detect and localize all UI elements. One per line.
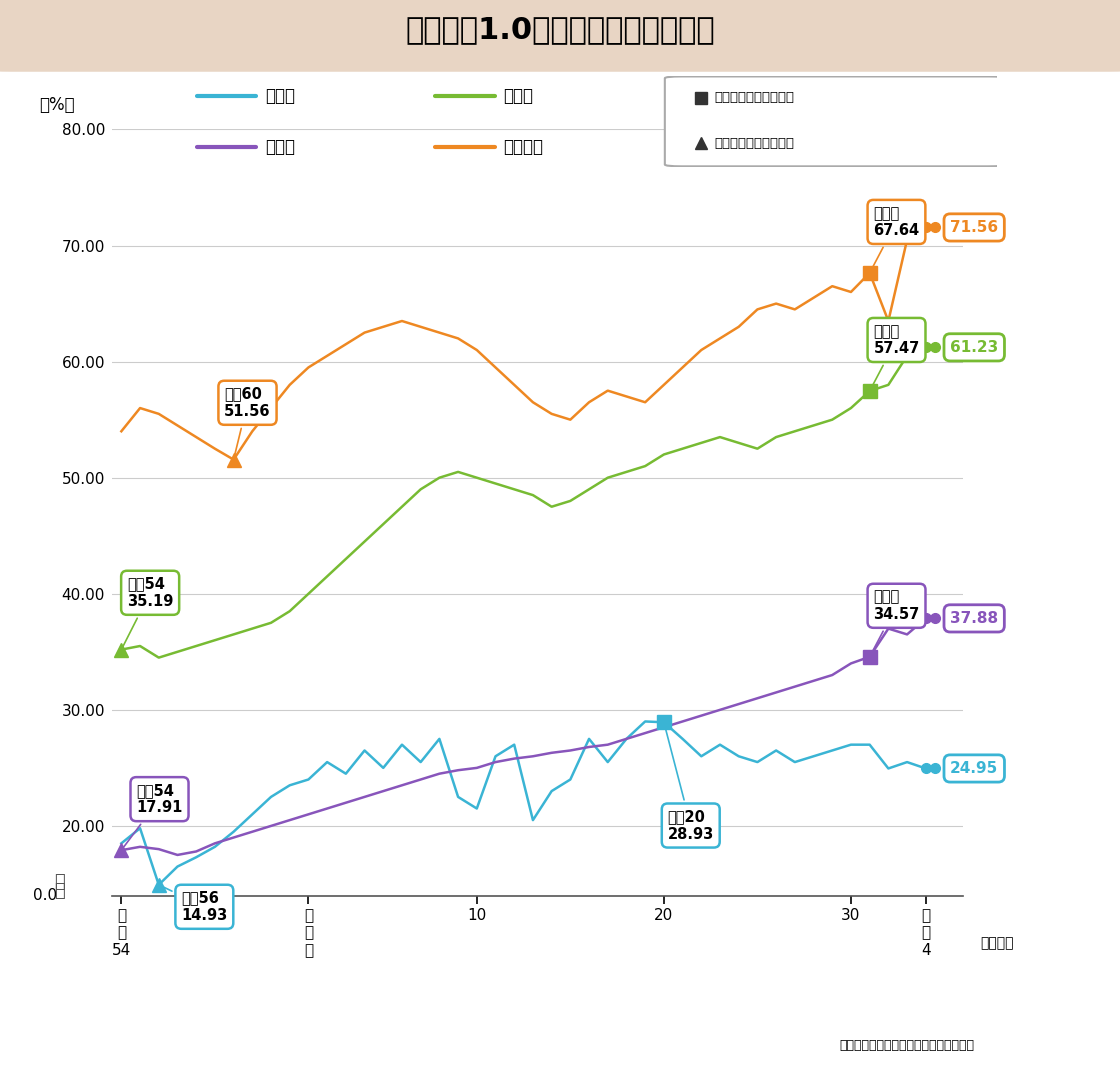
Text: 昭和56
14.93: 昭和56 14.93 [161,886,227,923]
Text: 小学校: 小学校 [264,138,295,156]
Text: （年度）: （年度） [980,937,1014,951]
Text: 令和元
34.57: 令和元 34.57 [871,589,920,654]
Text: 令和元
57.47: 令和元 57.47 [871,324,920,388]
Text: 平成20
28.93: 平成20 28.93 [664,725,713,842]
Text: 令和元
67.64: 令和元 67.64 [871,206,920,271]
Text: 61.23: 61.23 [950,340,998,355]
Text: （%）: （%） [39,96,75,114]
Text: 昭和54
17.91: 昭和54 17.91 [123,783,183,848]
Text: 幼稚園: 幼稚園 [264,86,295,105]
Text: 0.0: 0.0 [32,888,57,903]
Text: 令和元年度までの最大: 令和元年度までの最大 [715,91,794,104]
Text: 71.56: 71.56 [950,220,998,235]
FancyBboxPatch shape [0,0,1120,71]
Text: 昭和54
35.19: 昭和54 35.19 [122,576,174,647]
Text: 出典：文部科学省「学校保健統計調査」: 出典：文部科学省「学校保健統計調査」 [839,1039,974,1052]
Text: ～: ～ [55,873,65,890]
FancyBboxPatch shape [665,77,1006,166]
Text: 高等学校: 高等学校 [503,138,543,156]
Text: 令和元年度までの最小: 令和元年度までの最小 [715,137,794,150]
Text: 昭和60
51.56: 昭和60 51.56 [224,386,271,456]
Text: 中学校: 中学校 [503,86,533,105]
Text: 37.88: 37.88 [950,611,998,626]
Text: ～: ～ [55,882,65,900]
Text: 裸眼視力1.0未満の者の割合の推移: 裸眼視力1.0未満の者の割合の推移 [405,15,715,44]
Text: 24.95: 24.95 [950,761,998,776]
